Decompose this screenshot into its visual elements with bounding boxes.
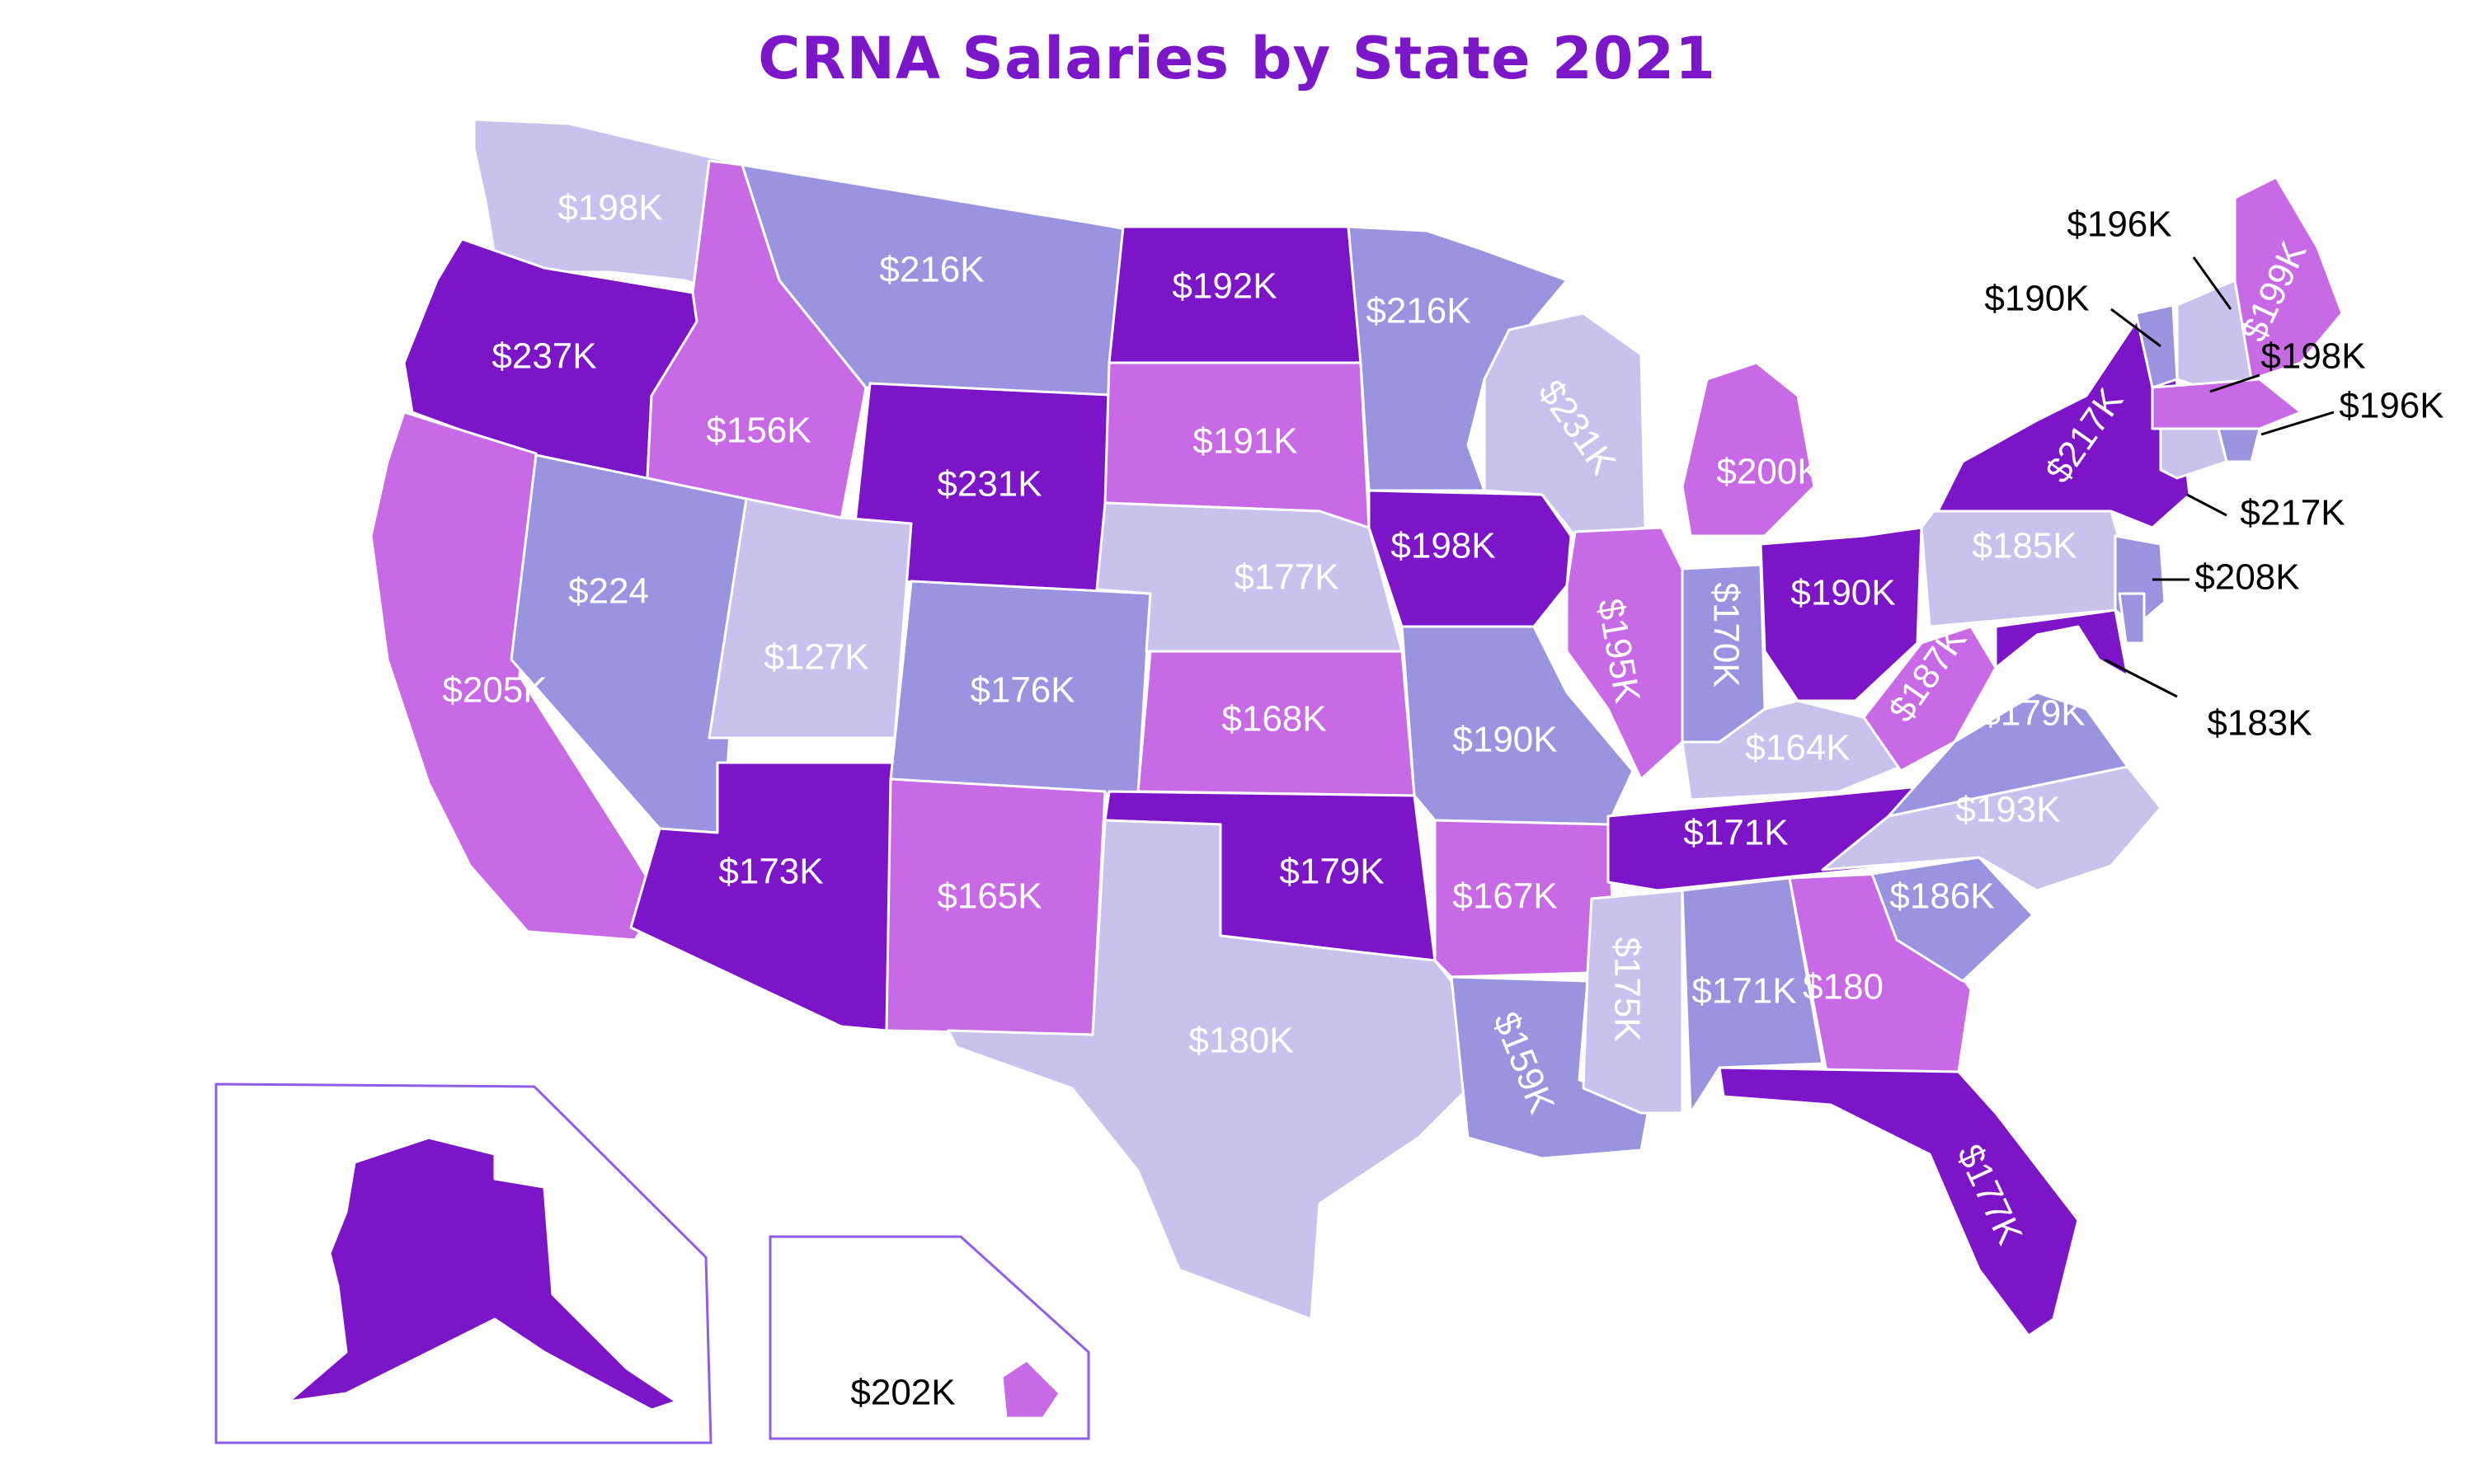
state-va: [1887, 691, 2129, 818]
state-label-ms: $175K: [1606, 937, 1647, 1041]
state-label-ga: $180: [1803, 967, 1884, 1007]
state-label-ar: $167K: [1452, 876, 1557, 917]
leader-lines: [2104, 256, 2335, 698]
state-label-pa: $185K: [1972, 526, 2077, 566]
state-label-ks: $168K: [1221, 699, 1326, 740]
state-label-va: $179K: [1980, 693, 2085, 734]
state-md: [1994, 608, 2129, 678]
state-il: [1565, 526, 1684, 781]
leader-line-ri: [2260, 411, 2335, 436]
state-label-id: $156K: [706, 411, 811, 451]
state-label-vt: $190K: [1984, 279, 2089, 319]
state-label-nd: $192K: [1172, 266, 1277, 307]
state-sc: [1870, 856, 2034, 983]
state-label-ut: $127K: [764, 637, 868, 678]
state-label-ri: $196K: [2339, 386, 2443, 426]
state-ct: [2159, 427, 2228, 480]
state-label-nh: $196K: [2067, 204, 2171, 245]
state-label-mt: $216K: [879, 250, 984, 290]
state-label-az: $173K: [718, 852, 823, 892]
state-label-mo: $190K: [1452, 720, 1557, 760]
state-label-nj: $208K: [2194, 557, 2299, 598]
leader-line-ct: [2186, 493, 2227, 517]
state-label-sd: $191K: [1192, 421, 1297, 462]
states-layer: [287, 118, 2344, 1420]
state-label-wa: $198K: [557, 188, 662, 228]
map-title: CRNA Salaries by State 2021: [758, 25, 1716, 92]
state-ca: [369, 411, 661, 942]
state-tx: [947, 819, 1470, 1321]
leader-line-md: [2104, 658, 2178, 698]
state-fl: [1718, 1066, 2080, 1337]
state-mi: [1681, 361, 1816, 538]
state-label-ne: $177K: [1234, 557, 1338, 598]
state-label-tn: $171K: [1683, 813, 1788, 853]
leader-line-nh: [2192, 256, 2232, 310]
state-label-ct: $217K: [2240, 493, 2345, 533]
state-label-tx: $180K: [1188, 1021, 1293, 1061]
state-label-ky: $164K: [1745, 728, 1850, 768]
state-wa: [473, 118, 727, 294]
state-label-ok: $179K: [1279, 852, 1384, 892]
state-de: [2118, 592, 2146, 645]
state-ga: [1788, 872, 1973, 1073]
state-label-hi: $202K: [850, 1373, 955, 1413]
state-label-oh: $190K: [1790, 573, 1895, 613]
state-ak: [287, 1136, 678, 1411]
state-label-mi: $200K: [1716, 452, 1821, 492]
state-label-in: $170K: [1705, 582, 1746, 687]
state-label-wy: $231K: [937, 464, 1042, 505]
state-label-ma: $198K: [2260, 336, 2365, 377]
state-label-md: $183K: [2207, 703, 2312, 744]
hawaii-inset-frame: [769, 1235, 1090, 1440]
state-label-nc: $193K: [1955, 790, 2060, 830]
state-label-nm: $165K: [937, 876, 1042, 917]
leader-line-ma: [2209, 373, 2260, 393]
state-label-nv: $224: [568, 571, 649, 612]
state-mo: [1400, 625, 1634, 826]
alaska-inset-frame: [214, 1082, 713, 1444]
state-oh: [1759, 526, 1923, 702]
state-label-al: $171K: [1691, 971, 1796, 1012]
insets-layer: [214, 1082, 1090, 1444]
state-mn: [1347, 225, 1569, 492]
state-label-ca: $205K: [442, 670, 547, 711]
state-ut: [708, 497, 913, 740]
state-label-sc: $186K: [1889, 876, 1994, 917]
leader-line-vt: [2110, 308, 2161, 348]
state-label-mn: $216K: [1366, 291, 1470, 331]
state-hi: [1000, 1359, 1061, 1420]
state-label-or: $237K: [492, 336, 596, 377]
state-al: [1681, 876, 1824, 1115]
state-label-co: $176K: [970, 670, 1075, 711]
state-label-ia: $198K: [1390, 526, 1495, 566]
